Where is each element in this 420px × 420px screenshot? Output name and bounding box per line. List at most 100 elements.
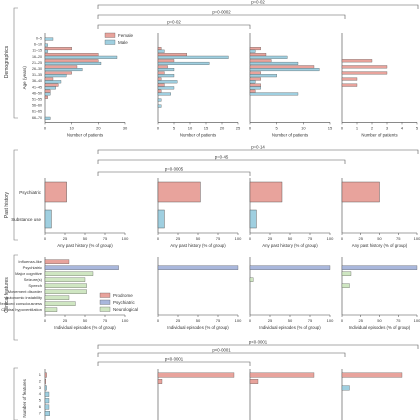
- bar-female: [44, 89, 51, 93]
- clinical-feature-label: Autonomic instability: [6, 295, 42, 300]
- x-tick-label: 10: [188, 125, 193, 130]
- feature-count-label: 4: [39, 391, 42, 396]
- section-brace: [13, 149, 18, 241]
- legend-label-neurological: Neurological: [113, 307, 138, 312]
- section-brace: [13, 7, 18, 119]
- bar-male: [249, 92, 299, 96]
- clinical-feature-label: Seizure(s): [24, 277, 43, 282]
- x-tick-label: 0: [44, 236, 47, 241]
- section-brace: [13, 367, 18, 420]
- significance-bracket: [97, 149, 419, 154]
- bar-female: [341, 77, 358, 81]
- bar-male: [249, 74, 277, 78]
- bar-female: [249, 65, 315, 69]
- x-tick-label: 0: [341, 236, 344, 241]
- bar-female: [157, 53, 187, 57]
- feature-count-bar: [157, 379, 163, 384]
- x-tick-label: 30: [123, 125, 128, 130]
- bar-male: [157, 104, 162, 108]
- bar-female: [249, 47, 261, 51]
- bar-female: [157, 83, 165, 87]
- x-tick-label: 25: [63, 236, 68, 241]
- bar-male: [44, 68, 83, 72]
- bar-male: [249, 80, 256, 84]
- bar-female: [44, 77, 54, 81]
- feature-count-bar: [249, 379, 259, 384]
- p-value-label: p<0·0001: [212, 348, 231, 353]
- x-tick-label: 75: [103, 318, 108, 323]
- clinical-feature-bar: [157, 265, 239, 270]
- bar-male: [157, 92, 171, 96]
- clinical-feature-label: Movement disorder: [8, 289, 43, 294]
- x-axis-label: Individual episodes (% of group): [167, 325, 229, 330]
- x-tick-label: 50: [83, 318, 88, 323]
- feature-count-label: 6: [39, 404, 42, 409]
- x-tick-label: 0: [44, 125, 47, 130]
- x-tick-label: 0: [249, 236, 252, 241]
- significance-bracket: [97, 344, 419, 349]
- clinical-feature-bar: [44, 307, 58, 312]
- clinical-feature-bar: [341, 265, 418, 270]
- section-label-demographics: Demographics: [4, 45, 10, 78]
- significance-bracket: [97, 171, 251, 176]
- x-axis-label: Number of patients: [180, 132, 216, 137]
- bar-male: [44, 86, 56, 90]
- p-value-label: p<0·0001: [249, 340, 268, 345]
- x-tick-label: 0: [249, 125, 252, 130]
- x-tick-label: 25: [359, 318, 364, 323]
- bar-female: [44, 83, 59, 87]
- x-tick-label: 50: [196, 318, 201, 323]
- significance-bracket: [97, 24, 251, 29]
- x-tick-label: 50: [83, 236, 88, 241]
- bar-male: [44, 49, 48, 53]
- x-tick-label: 75: [216, 236, 221, 241]
- age-tick-label: 61–65: [32, 110, 42, 114]
- bar-female: [44, 59, 99, 63]
- x-tick-label: 0: [157, 125, 160, 130]
- clinical-feature-bar: [249, 277, 254, 282]
- bar-male: [157, 86, 175, 90]
- x-tick-label: 25: [359, 236, 364, 241]
- x-tick-label: 25: [176, 236, 181, 241]
- x-axis-label: Any past history (% of group): [262, 243, 318, 248]
- demographics-ylabel: Age (years): [22, 66, 27, 90]
- past-history-category-label: Psychiatric: [19, 190, 42, 195]
- age-tick-label: 6–10: [34, 43, 42, 47]
- number-of-features-ylabel: Number of features: [22, 378, 27, 417]
- significance-bracket: [97, 4, 419, 9]
- section-label-past-history: Past history: [4, 191, 10, 218]
- bar-male: [249, 55, 288, 59]
- x-tick-label: 75: [396, 236, 401, 241]
- bar-female: [157, 71, 165, 75]
- x-tick-label: 50: [288, 318, 293, 323]
- bar-female: [157, 89, 162, 93]
- bar-female: [157, 59, 175, 63]
- clinical-feature-bar: [44, 301, 76, 306]
- bar-male: [157, 61, 210, 65]
- x-axis-label: Individual episodes (% of group): [54, 325, 116, 330]
- x-tick-label: 25: [176, 318, 181, 323]
- bar-female: [249, 77, 261, 81]
- x-axis-label: Any past history (% of group): [352, 243, 408, 248]
- clinical-feature-label: Psychiatric: [23, 265, 42, 270]
- x-axis-label: Any past history (% of group): [57, 243, 113, 248]
- age-tick-label: 21–25: [32, 61, 42, 65]
- x-tick-label: 0: [157, 318, 160, 323]
- bar-male: [44, 74, 67, 78]
- age-tick-label: 0–5: [36, 37, 42, 41]
- bar-male: [44, 80, 62, 84]
- bar-male: [249, 68, 320, 72]
- feature-count-bar: [44, 404, 50, 410]
- x-tick-label: 5: [173, 125, 176, 130]
- significance-bracket: [97, 14, 346, 19]
- bar-female: [157, 77, 162, 81]
- legend-label-female: Female: [118, 33, 134, 38]
- x-tick-label: 10: [301, 125, 306, 130]
- x-axis-label: Individual episodes (% of group): [259, 325, 321, 330]
- significance-bracket: [97, 361, 251, 366]
- clinical-feature-label: Major cognitive: [15, 271, 43, 276]
- feature-count-bar: [44, 391, 50, 397]
- x-tick-label: 50: [377, 236, 382, 241]
- clinical-feature-bar: [341, 283, 350, 288]
